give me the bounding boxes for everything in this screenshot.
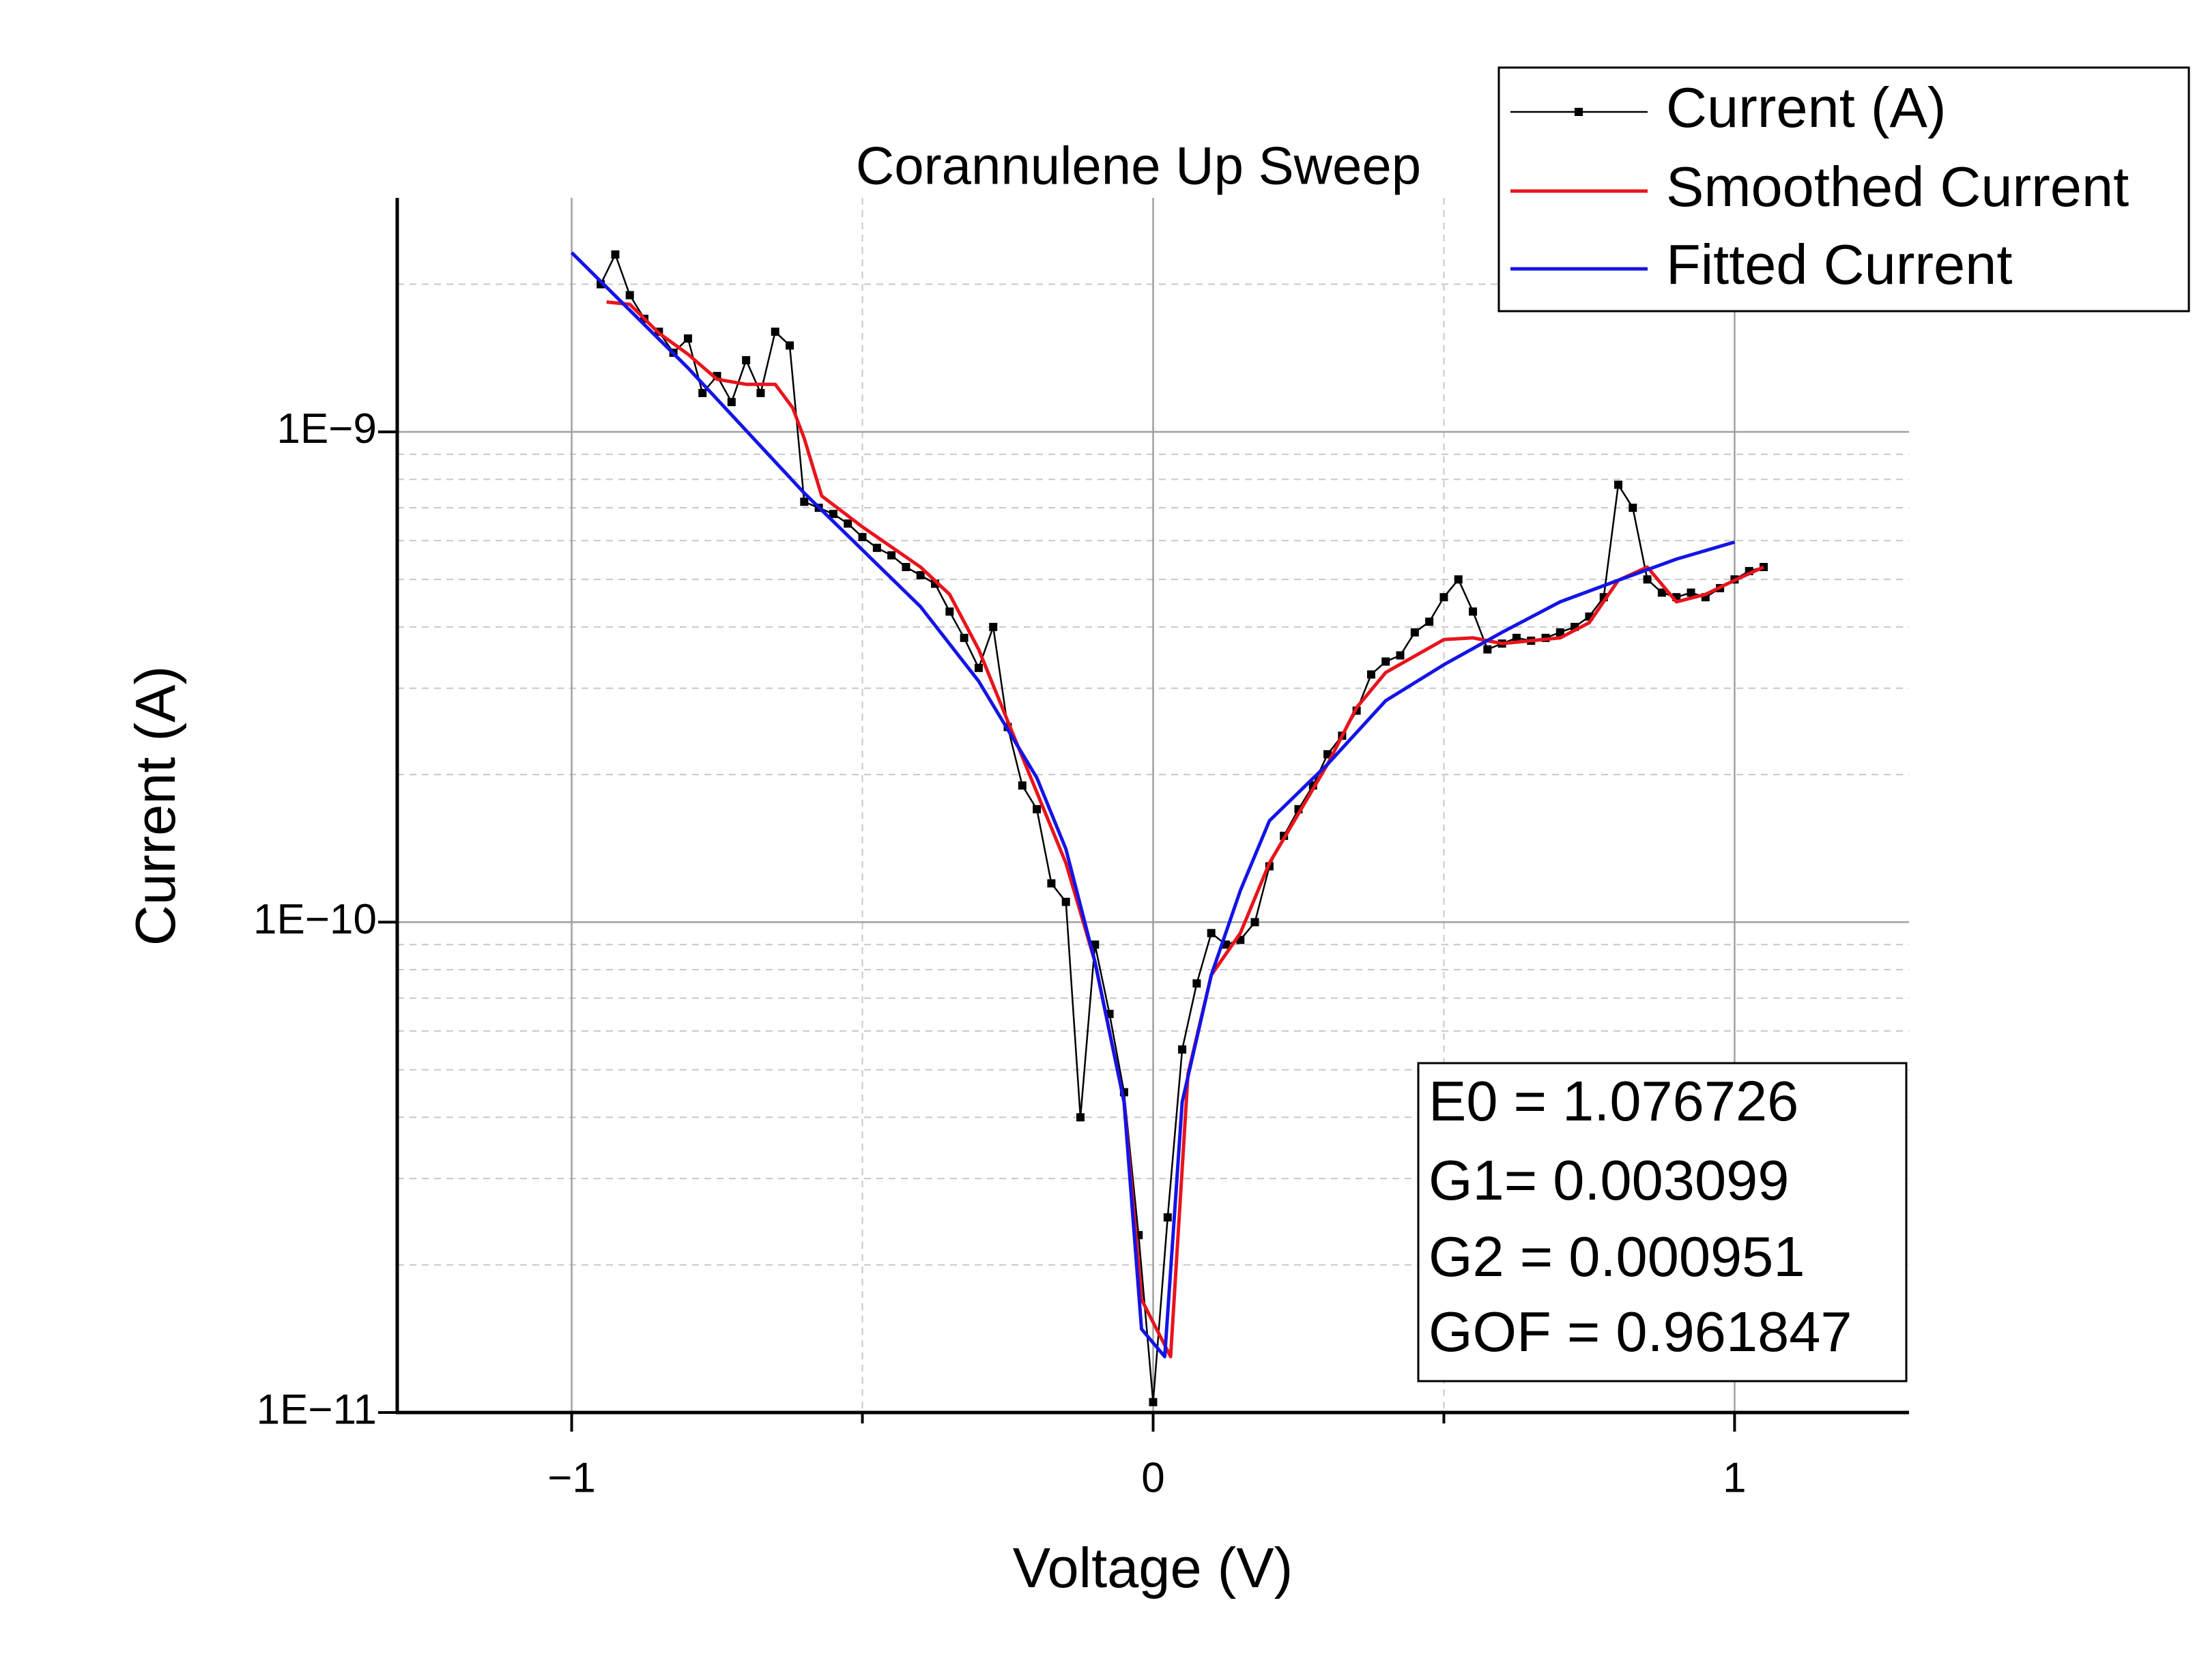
data-point (1381, 657, 1390, 666)
data-point (1076, 1113, 1085, 1122)
data-point (1614, 480, 1623, 489)
series-line (606, 300, 1765, 1359)
chart-title: Corannulene Up Sweep (856, 136, 1421, 196)
data-point (698, 388, 707, 397)
annotation: G1= 0.003099 (1429, 1148, 1789, 1212)
data-point (1454, 575, 1463, 584)
annotation-box (1417, 1062, 1908, 1382)
data-point (1657, 588, 1666, 597)
data-point (1643, 575, 1652, 584)
x-axis-label: Voltage (V) (1013, 1536, 1293, 1599)
data-point (872, 543, 881, 552)
legend-label: Current (A) (1666, 76, 1946, 139)
legend-label: Smoothed Current (1666, 155, 2129, 218)
data-point (1512, 633, 1521, 642)
y-tick-label: 1E−11 (257, 1386, 377, 1433)
grid (397, 198, 1909, 1414)
data-point (1629, 504, 1637, 512)
legend-marker (1575, 108, 1583, 116)
data-point (1061, 897, 1070, 906)
data-point (945, 607, 954, 616)
annotation: E0 = 1.076726 (1429, 1069, 1798, 1133)
data-point (742, 356, 751, 364)
data-point (887, 551, 896, 560)
data-point (1091, 940, 1100, 949)
data-point (960, 633, 969, 642)
data-point (1396, 651, 1405, 660)
data-point (1425, 618, 1434, 626)
data-point (1163, 1213, 1172, 1222)
data-point (1469, 607, 1478, 616)
axes: 1E−11 1E−10 1E−9 −1 0 1 (253, 198, 1909, 1501)
data-point (771, 328, 779, 336)
legend-label: Fitted Current (1666, 233, 2012, 296)
data-point (1555, 628, 1564, 637)
data-point (727, 398, 736, 407)
data-point (1018, 781, 1027, 790)
data-point (1047, 879, 1056, 888)
x-tick-label: −1 (547, 1454, 596, 1501)
y-tick-label: 1E−10 (253, 896, 377, 943)
data-point (756, 388, 765, 397)
data-point (1149, 1397, 1158, 1406)
data-point (1323, 750, 1332, 759)
data-point (1178, 1045, 1187, 1054)
legend: Current (A) Smoothed Current Fitted Curren… (1510, 76, 2129, 296)
data-point (625, 291, 634, 300)
data-point (611, 250, 620, 259)
plot-area (570, 250, 1768, 1406)
annotations: E0 = 1.076726 G1= 0.003099 G2 = 0.000951 GO… (1429, 1069, 1852, 1363)
data-point (974, 663, 983, 672)
data-point (829, 510, 837, 519)
data-point (858, 533, 867, 542)
data-point (1483, 645, 1492, 654)
x-tick-label: 0 (1141, 1454, 1164, 1501)
data-point (1207, 929, 1216, 938)
data-point (683, 334, 692, 343)
x-tick-label: 1 (1723, 1454, 1746, 1501)
data-point (1192, 979, 1201, 988)
y-tick-label: 1E−9 (276, 405, 377, 452)
data-point (1250, 918, 1259, 927)
series-line (570, 251, 1736, 1359)
annotation: G2 = 0.000951 (1429, 1225, 1805, 1288)
data-point (989, 622, 998, 631)
data-point (1366, 670, 1375, 679)
annotation: GOF = 0.961847 (1429, 1300, 1852, 1363)
data-point (800, 497, 809, 506)
data-point (902, 562, 910, 571)
data-point (844, 519, 852, 528)
data-point (1687, 588, 1695, 597)
data-point (1439, 593, 1448, 602)
data-point (786, 341, 794, 350)
y-axis-label: Current (A) (124, 666, 187, 946)
data-point (1033, 805, 1042, 813)
data-point (916, 570, 925, 579)
data-point (1410, 628, 1419, 637)
